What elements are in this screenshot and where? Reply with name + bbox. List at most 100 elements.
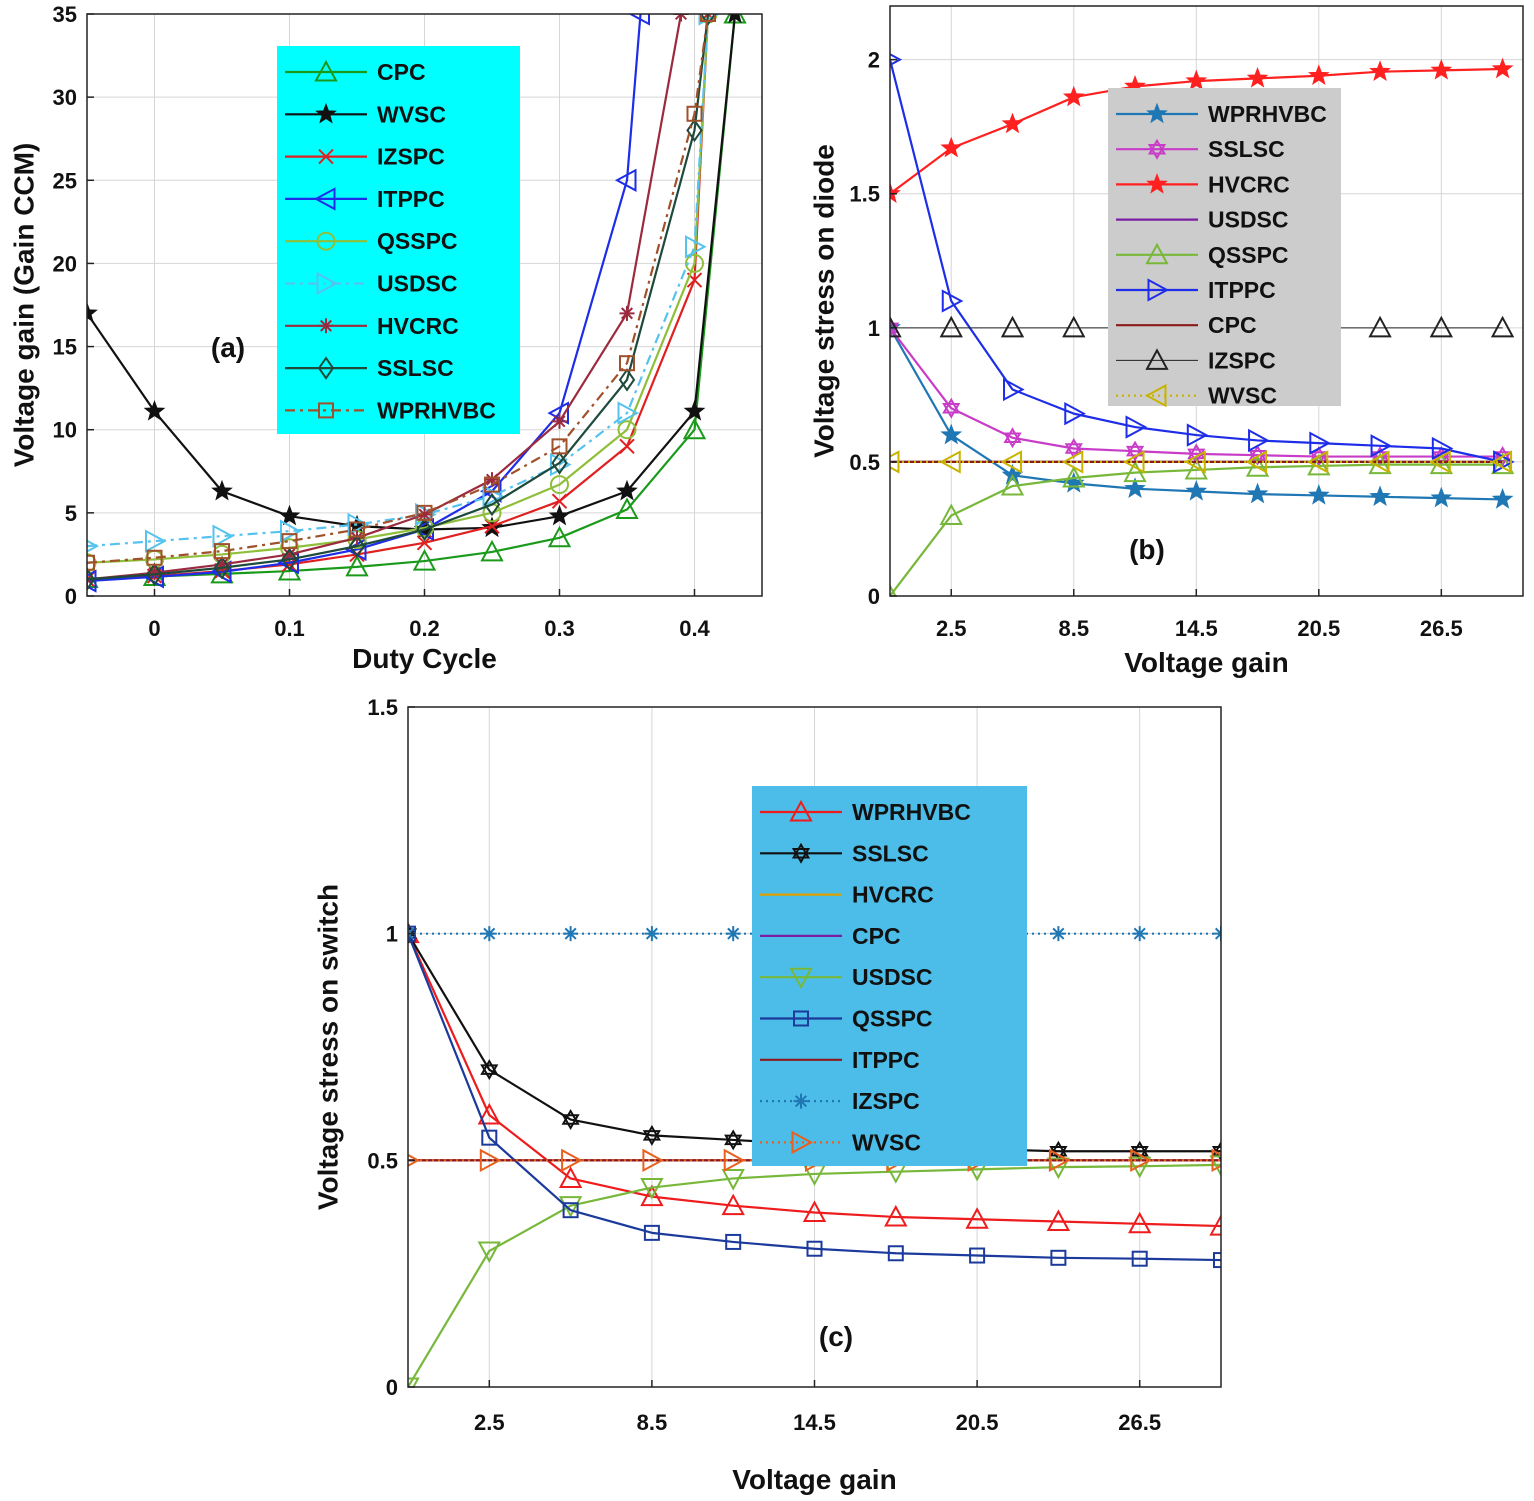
x-tick-label: 8.5 [1058, 616, 1089, 641]
data-point [408, 923, 418, 939]
legend-marker-izspc [318, 148, 334, 165]
data-point [412, 548, 437, 571]
data-point [617, 401, 640, 425]
data-point [484, 472, 500, 488]
x-tick-label: 26.5 [1420, 616, 1463, 641]
data-point [1062, 85, 1085, 107]
data-point [683, 399, 706, 421]
data-point [685, 253, 704, 273]
legend-label-hvcrc: HVCRC [1208, 171, 1290, 197]
data-point [561, 1148, 583, 1173]
data-point [615, 497, 639, 520]
legend-marker-wprhvbc [1146, 102, 1168, 124]
legend-marker-sslsc [1147, 138, 1167, 155]
legend-label-wvsc: WVSC [852, 1129, 921, 1155]
data-point [87, 301, 98, 323]
legend-marker-qsspc [793, 1010, 809, 1027]
x-axis-label: Voltage gain [1124, 647, 1288, 678]
data-point [551, 438, 568, 455]
data-point [724, 1134, 743, 1151]
legend-label-itppc: ITPPC [1208, 277, 1276, 303]
x-tick-label: 8.5 [637, 1410, 668, 1435]
legend-label-qsspc: QSSPC [377, 228, 458, 254]
data-point [345, 554, 369, 577]
data-point [1368, 315, 1392, 338]
series-wvsc [890, 450, 1513, 474]
data-point [642, 1130, 661, 1146]
data-point [617, 420, 637, 440]
x-tick-label: 0.2 [409, 616, 440, 641]
data-point [1367, 450, 1390, 474]
x-tick-label: 20.5 [956, 1410, 999, 1435]
data-point [1209, 1213, 1221, 1236]
legend: WPRHVBC SSLSC HVCRC USDSC QSSPC ITPPC CPC IZSPC… [1108, 88, 1341, 409]
legend-marker-qsspc [316, 231, 336, 251]
x-tick-label: 0.4 [679, 616, 710, 641]
data-point [551, 451, 568, 475]
legend-marker-qsspc [1145, 242, 1169, 265]
data-point [561, 1114, 580, 1131]
data-point [87, 569, 97, 593]
data-point [1128, 1156, 1152, 1179]
y-axis-label: Voltage gain (Gain CCM) [8, 143, 39, 468]
data-point [87, 567, 96, 592]
data-point [1184, 450, 1206, 474]
y-tick-label: 5 [65, 501, 77, 526]
legend-marker-usdsc [789, 967, 813, 990]
x-tick-label: 14.5 [1175, 616, 1218, 641]
data-point [1046, 1209, 1071, 1232]
legend-label-izspc: IZSPC [377, 144, 445, 170]
legend-label-wprhvbc: WPRHVBC [1208, 101, 1327, 127]
series-line-wprhvbc [408, 933, 1221, 1228]
data-point [642, 1148, 665, 1173]
data-point [562, 1202, 579, 1219]
data-point [1061, 450, 1084, 474]
data-point [1307, 64, 1330, 85]
data-point [1048, 1148, 1071, 1173]
plot-series-group [890, 53, 1515, 596]
data-point [1187, 448, 1206, 465]
panel-label: (a) [211, 332, 245, 363]
data-point [416, 517, 433, 542]
data-point [212, 524, 235, 548]
data-point [723, 1148, 746, 1173]
y-tick-label: 1.5 [849, 182, 880, 207]
legend: CPC WVSC IZSPC ITPPC QSSPC USDSC HVCRC SSLSC WPR… [277, 46, 520, 434]
y-tick-label: 0.5 [367, 1148, 398, 1173]
data-point [87, 554, 95, 571]
series-line-qsspc [408, 933, 1221, 1262]
data-point [728, 14, 742, 24]
x-tick-label: 0 [148, 616, 160, 641]
plot-series-group [87, 14, 747, 593]
data-point [1185, 479, 1208, 501]
legend-label-cpc: CPC [377, 59, 426, 85]
legend-marker-cpc [314, 59, 338, 82]
data-point [551, 493, 568, 509]
data-point [1064, 437, 1083, 454]
data-point [481, 926, 497, 942]
data-point [940, 423, 963, 445]
panel-a-duty-cycle-chart: 0 0.1 0.2 0.3 0.4 0 5 10 15 20 25 30 35 Duty Cycle Vol… [8, 2, 763, 674]
y-tick-label: 30 [53, 85, 77, 110]
legend-marker-hvcrc [1146, 172, 1168, 194]
data-point [699, 14, 717, 26]
data-point [1062, 315, 1086, 338]
data-point [618, 368, 636, 392]
data-point [887, 1245, 904, 1262]
data-point [214, 556, 230, 572]
data-point [348, 534, 366, 558]
data-point [1430, 486, 1453, 508]
data-point [1122, 450, 1145, 474]
data-point [940, 136, 963, 158]
data-point [480, 1064, 499, 1081]
data-point [1490, 450, 1513, 474]
y-tick-label: 0 [65, 584, 77, 609]
data-point [1431, 436, 1454, 461]
legend-label-wvsc: WVSC [1208, 383, 1277, 409]
legend-label-hvcrc: HVCRC [852, 882, 934, 908]
legend-marker-wprhvbc [318, 402, 334, 419]
data-point [1125, 415, 1148, 439]
data-point [1001, 112, 1024, 134]
data-point [941, 289, 964, 313]
data-point [1429, 450, 1451, 474]
